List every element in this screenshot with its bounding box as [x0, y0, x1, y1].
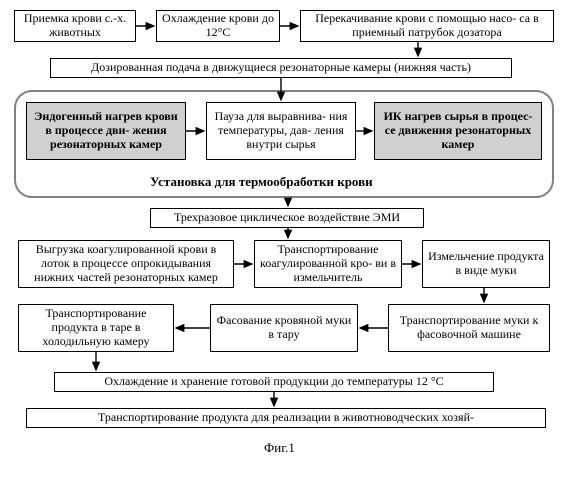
- text: Охлаждение и хранение готовой продукции …: [104, 375, 443, 389]
- box-pumping: Перекачивание крови с помощью насо- са в…: [300, 10, 554, 42]
- text: Транспортирование коагулированной кро- в…: [259, 243, 397, 284]
- box-endogenous-heating: Эндогенный нагрев крови в процессе дви- …: [26, 102, 186, 160]
- text: Фасование кровяной муки в тару: [215, 314, 353, 342]
- box-transport-cold: Транспортирование продукта в таре в холо…: [18, 304, 174, 352]
- text: Трехразовое циклическое воздействие ЭМИ: [174, 211, 400, 225]
- text: Дозированная подача в движущиеся резонат…: [91, 61, 471, 75]
- text: Фиг.1: [264, 440, 295, 455]
- box-grinding: Измельчение продукта в виде муки: [422, 240, 550, 288]
- text: Транспортирование продукта для реализаци…: [98, 411, 474, 425]
- text: ИК нагрев сырья в процес- се движения ре…: [379, 110, 537, 151]
- text: Эндогенный нагрев крови в процессе дви- …: [31, 110, 181, 151]
- box-cooling: Охлаждение крови до 12°С: [156, 10, 280, 42]
- box-intake: Приемка крови с.-х. животных: [14, 10, 136, 42]
- box-transport-packer: Транспортирование муки к фасовочной маши…: [388, 304, 550, 352]
- figure-caption: Фиг.1: [264, 440, 295, 456]
- box-ir-heating: ИК нагрев сырья в процес- се движения ре…: [374, 102, 542, 160]
- text: Установка для термообработки крови: [150, 174, 373, 189]
- text: Измельчение продукта в виде муки: [427, 250, 545, 278]
- box-unload: Выгрузка коагулированной крови в лоток в…: [18, 240, 234, 288]
- box-transport-grinder: Транспортирование коагулированной кро- в…: [254, 240, 402, 288]
- box-packing: Фасование кровяной муки в тару: [210, 304, 358, 352]
- box-transport-sale: Транспортирование продукта для реализаци…: [26, 408, 546, 428]
- flowchart: Приемка крови с.-х. животных Охлаждение …: [8, 8, 561, 492]
- box-cooling-storage: Охлаждение и хранение готовой продукции …: [54, 372, 494, 392]
- text: Охлаждение крови до 12°С: [161, 12, 275, 40]
- box-pause: Пауза для выравнива- ния температуры, да…: [206, 102, 356, 160]
- text: Перекачивание крови с помощью насо- са в…: [305, 12, 549, 40]
- text: Транспортирование продукта в таре в холо…: [23, 307, 169, 348]
- text: Приемка крови с.-х. животных: [19, 12, 131, 40]
- text: Выгрузка коагулированной крови в лоток в…: [23, 243, 229, 284]
- text: Транспортирование муки к фасовочной маши…: [393, 314, 545, 342]
- group-label: Установка для термообработки крови: [150, 174, 373, 190]
- box-dosed-feed: Дозированная подача в движущиеся резонат…: [50, 58, 512, 78]
- box-emi-cycle: Трехразовое циклическое воздействие ЭМИ: [150, 208, 424, 228]
- text: Пауза для выравнива- ния температуры, да…: [211, 110, 351, 151]
